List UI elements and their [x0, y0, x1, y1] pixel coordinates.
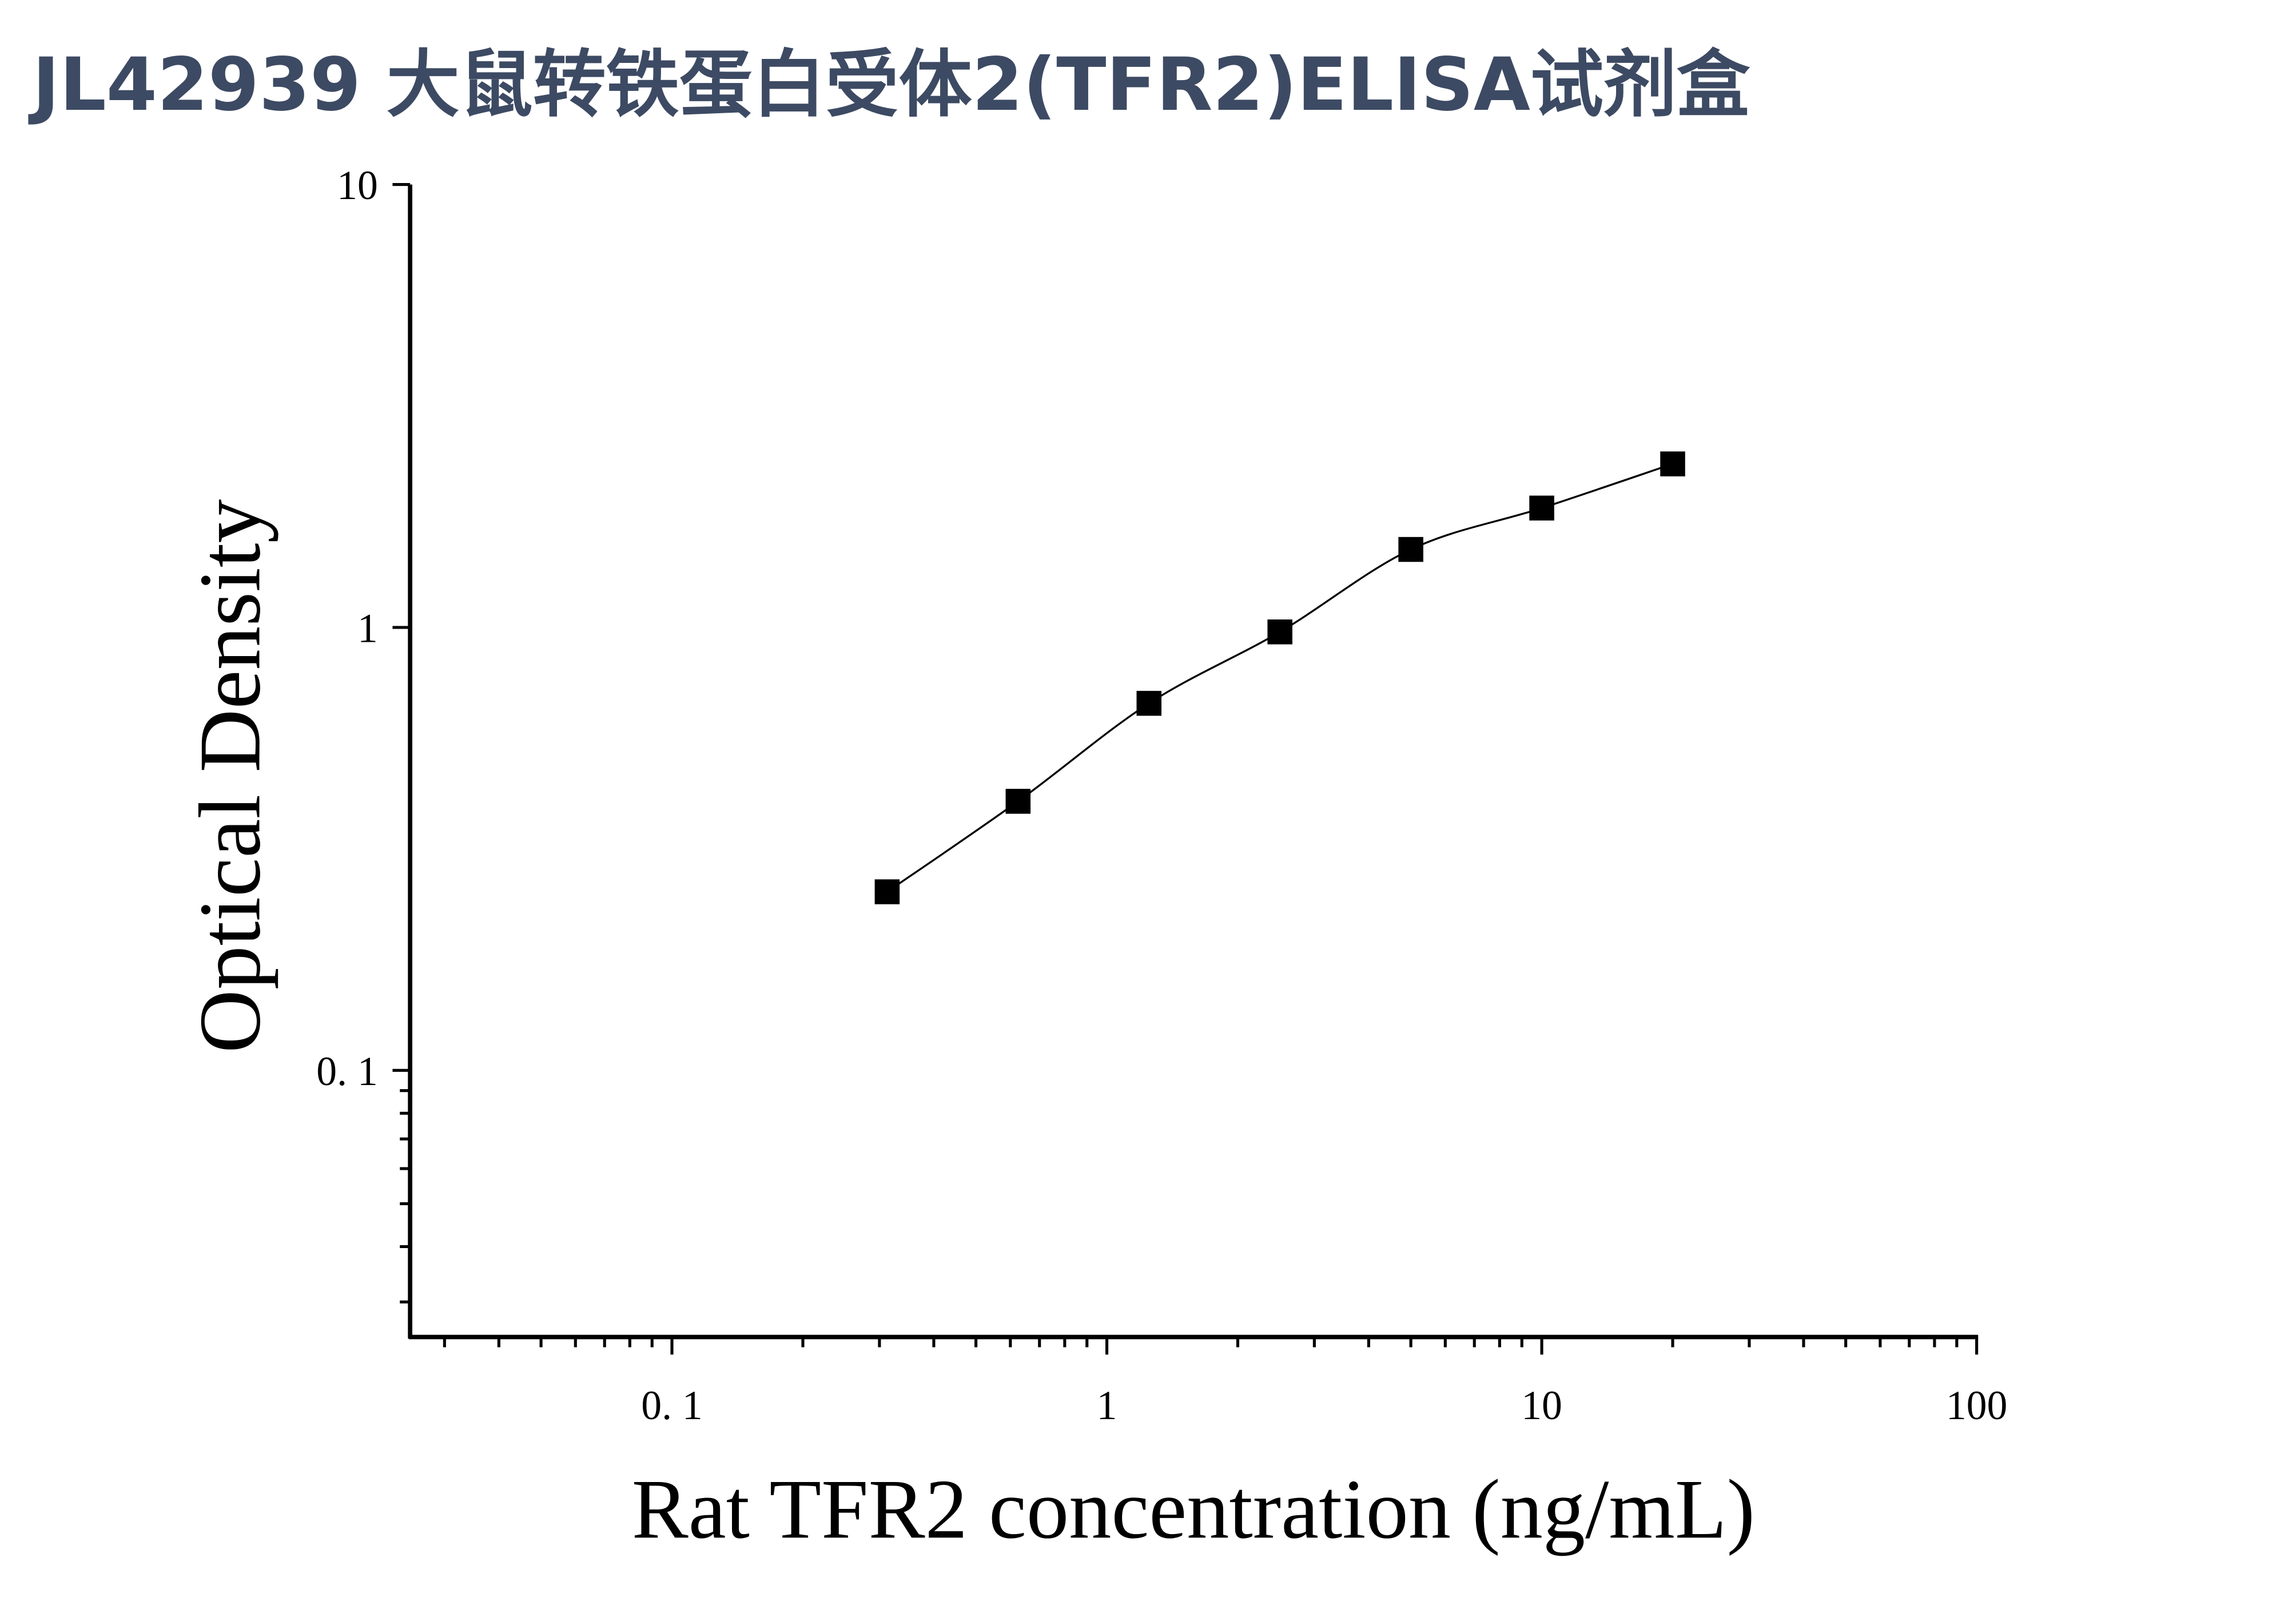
data-point — [1398, 537, 1423, 562]
x-tick-label: 1 — [1097, 1382, 1117, 1428]
y-tick-label: 1 — [357, 606, 378, 651]
x-tick-label: 10 — [1521, 1382, 1562, 1428]
data-point — [1529, 495, 1554, 521]
y-axis-label: Optical Density — [181, 499, 278, 1054]
data-point — [1005, 789, 1031, 814]
y-tick-label: 0. 1 — [316, 1048, 378, 1094]
x-tick-label: 100 — [1946, 1382, 2008, 1428]
y-tick-label: 10 — [337, 162, 378, 208]
x-axis-label: Rat TFR2 concentration (ng/mL) — [632, 1463, 1755, 1556]
data-point — [1136, 690, 1162, 716]
chart-title: JL42939 大鼠转铁蛋白受体2(TFR2)ELISA试剂盒 — [28, 42, 1750, 128]
data-point — [874, 879, 900, 904]
x-tick-label: 0. 1 — [641, 1382, 703, 1428]
data-point — [1267, 619, 1292, 645]
fit-curve — [886, 463, 1673, 893]
data-point — [1660, 451, 1685, 476]
